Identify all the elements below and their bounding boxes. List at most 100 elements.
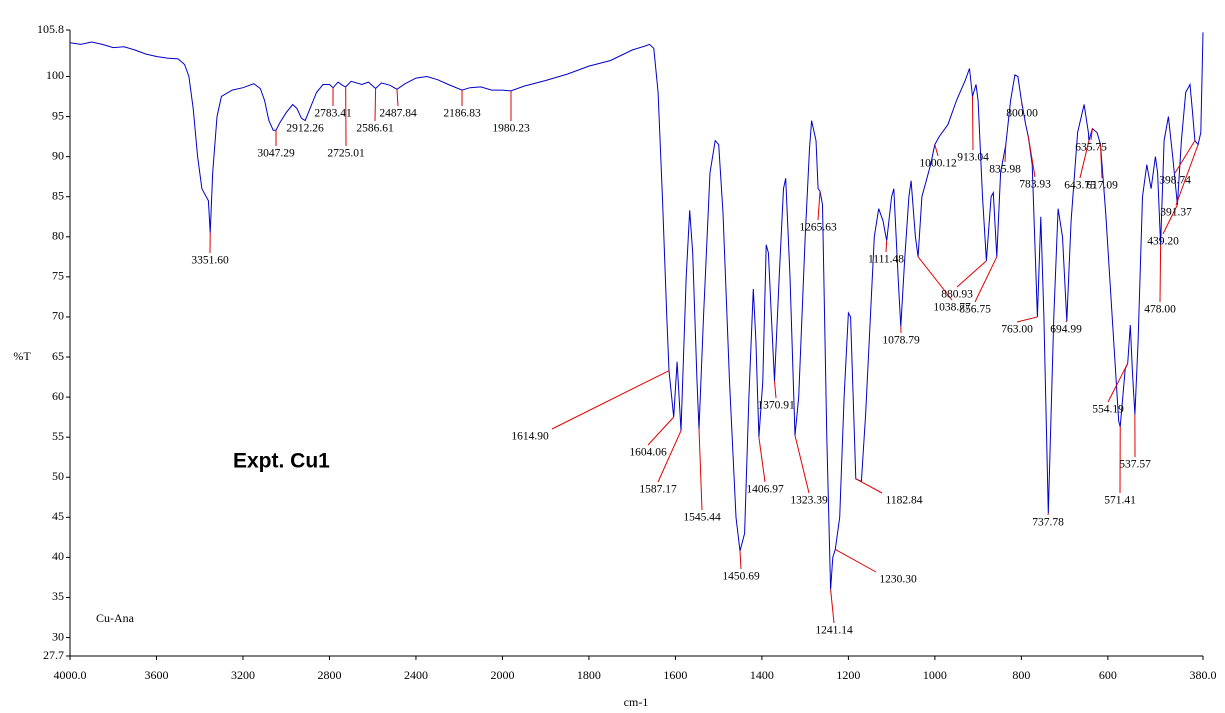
y-tick-label: 35 [52, 589, 64, 603]
peak-label: 1450.69 [722, 571, 760, 583]
peak-label: 3047.29 [257, 148, 295, 160]
sample-label: Cu-Ana [96, 611, 135, 625]
peak-label: 835.98 [989, 164, 1021, 176]
peak-label: 856.75 [959, 304, 991, 316]
peak-label: 783.93 [1019, 179, 1051, 191]
peak-label: 1182.84 [886, 495, 923, 507]
peak-label: 643.75 [1064, 180, 1096, 192]
peak-label: 763.00 [1001, 324, 1033, 336]
peak-label: 880.93 [941, 289, 973, 301]
peak-label: 1000.12 [919, 158, 957, 170]
y-tick-label: 70 [52, 309, 64, 323]
y-tick-label: 27.7 [43, 648, 64, 662]
peak-label: 3351.60 [191, 255, 229, 267]
x-axis-label: cm-1 [624, 695, 649, 709]
y-tick-label: 50 [52, 469, 64, 483]
peak-label: 1587.17 [639, 484, 677, 496]
peak-marker [396, 89, 399, 107]
y-tick-label: 75 [52, 269, 64, 283]
peak-marker [855, 478, 883, 494]
peak-marker [739, 550, 742, 570]
peak-label: 391.37 [1160, 207, 1192, 219]
peak-label: 1614.90 [511, 431, 549, 443]
y-tick-label: 95 [52, 108, 64, 122]
peak-label: 1230.30 [879, 574, 917, 586]
peak-label: 2725.01 [327, 148, 365, 160]
peak-marker [698, 429, 703, 511]
y-tick-label: 60 [52, 389, 64, 403]
peak-marker [1175, 144, 1199, 206]
peak-label: 800.00 [1006, 108, 1038, 120]
peak-label: 2783.41 [314, 108, 352, 120]
peak-label: 737.78 [1032, 517, 1064, 529]
peak-marker [758, 437, 766, 483]
peak-marker [1159, 244, 1162, 303]
peak-label: 1323.39 [790, 495, 828, 507]
peak-marker [1099, 144, 1103, 179]
peak-label: 554.19 [1092, 404, 1124, 416]
peak-marker [551, 370, 670, 430]
peak-label: 2186.83 [443, 108, 481, 120]
peak-marker [917, 256, 953, 301]
peak-label: 1604.06 [629, 447, 667, 459]
peak-label: 478.00 [1144, 304, 1176, 316]
peak-label: 1406.97 [746, 484, 784, 496]
y-tick-label: 55 [52, 429, 64, 443]
y-tick-label: 90 [52, 148, 64, 162]
peak-marker [1162, 204, 1178, 235]
peak-marker [934, 144, 939, 157]
x-tick-label: 800 [1012, 668, 1030, 682]
x-tick-label: 1600 [663, 668, 687, 682]
peak-label: 635.75 [1075, 142, 1107, 154]
peak-marker [374, 88, 377, 122]
y-tick-label: 105.8 [37, 22, 64, 36]
peak-marker [1020, 100, 1023, 107]
peak-label: 1545.44 [683, 512, 721, 524]
peak-marker [835, 548, 877, 573]
peak-marker [1174, 140, 1196, 174]
peak-marker [773, 381, 777, 399]
peak-label: 2912.26 [286, 123, 324, 135]
y-tick-label: 30 [52, 629, 64, 643]
x-tick-label: 1400 [750, 668, 774, 682]
peak-marker [1090, 128, 1093, 141]
peak-label: 1980.23 [492, 123, 530, 135]
peak-label: 398.74 [1159, 175, 1191, 187]
peak-marker [956, 260, 987, 288]
y-tick-label: 100 [46, 68, 64, 82]
peak-marker [647, 416, 675, 446]
peak-marker [1065, 320, 1068, 323]
peak-marker [1004, 144, 1007, 163]
x-tick-label: 2400 [404, 668, 428, 682]
peak-label: 2586.61 [356, 123, 394, 135]
peak-label: 617.09 [1086, 180, 1118, 192]
peak-label: 694.99 [1050, 324, 1082, 336]
x-tick-label: 4000.0 [54, 668, 87, 682]
peak-label: 1078.79 [882, 335, 920, 347]
peak-label: 439.20 [1147, 236, 1179, 248]
peak-label: 913.04 [957, 152, 989, 164]
peak-marker [885, 240, 888, 253]
peak-marker [974, 256, 998, 303]
x-tick-label: 1200 [836, 668, 860, 682]
peak-label: 1265.63 [799, 222, 837, 234]
peak-label: 1241.14 [815, 625, 853, 637]
y-tick-label: 45 [52, 509, 64, 523]
experiment-label: Expt. Cu1 [233, 450, 330, 473]
y-tick-label: 80 [52, 229, 64, 243]
peak-marker [971, 96, 974, 151]
peak-label: 1370.91 [757, 400, 795, 412]
x-tick-label: 600 [1099, 668, 1117, 682]
peak-label: 2487.84 [379, 108, 417, 120]
peak-marker [830, 589, 835, 624]
x-tick-label: 2000 [490, 668, 514, 682]
y-axis-label: %T [13, 349, 31, 363]
peak-label: 571.41 [1104, 495, 1136, 507]
y-tick-label: 40 [52, 549, 64, 563]
peak-label: 1038.77 [933, 302, 971, 314]
peak-marker [794, 435, 810, 494]
peak-label: 537.57 [1119, 459, 1151, 471]
peak-marker [1079, 140, 1090, 179]
x-tick-label: 3600 [144, 668, 168, 682]
x-tick-label: 1800 [577, 668, 601, 682]
